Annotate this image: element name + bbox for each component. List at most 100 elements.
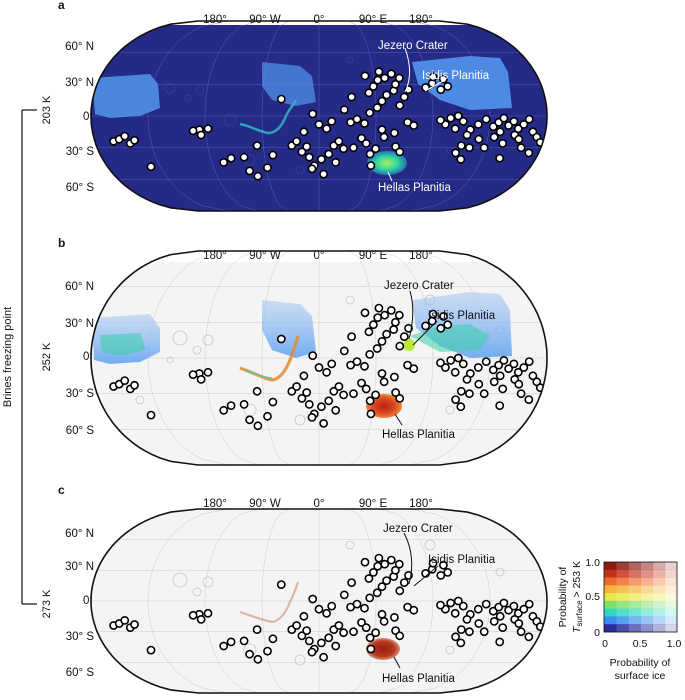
site-marker [319, 418, 328, 428]
site-marker [331, 157, 341, 167]
legend-cell [664, 562, 678, 571]
site-marker [404, 323, 413, 333]
site-marker [372, 103, 382, 112]
site-marker [322, 124, 331, 134]
meridian-line [379, 251, 434, 465]
legend-cell [616, 569, 629, 578]
lat-label-60n-c: 60° N [65, 528, 94, 540]
site-marker [292, 621, 301, 630]
legend-cell [604, 616, 617, 625]
site-marker [360, 557, 370, 567]
site-marker [297, 393, 307, 403]
site-marker [365, 149, 375, 159]
site-marker [436, 358, 445, 368]
lat-label-30s-b: 30° S [66, 388, 95, 400]
site-marker [327, 116, 337, 126]
site-marker [253, 654, 263, 664]
lat-label-60n-b: 60° N [65, 281, 94, 293]
legend-cell [628, 585, 641, 594]
panel-a-outline [90, 20, 548, 212]
site-marker [299, 371, 309, 381]
site-marker [346, 360, 355, 370]
panel-a-jezero-label: Jezero Crater [378, 40, 448, 52]
legend-cell [616, 600, 629, 609]
panel-c-hellas-label: Hellas Planitia [382, 673, 455, 685]
legend-y-tick-0: 0 [594, 627, 600, 639]
site-marker [377, 582, 387, 592]
site-marker [203, 367, 213, 377]
site-marker [253, 171, 263, 181]
site-marker [438, 74, 448, 84]
site-marker [188, 610, 198, 620]
meridian-line [261, 251, 289, 465]
panel-c-jezero-label: Jezero Crater [383, 523, 453, 535]
site-marker [479, 143, 489, 153]
panel-a-valles-marineris [239, 99, 298, 135]
scale-title: Brines freezing point [2, 307, 14, 407]
legend-cell [652, 593, 666, 602]
site-marker [390, 317, 400, 327]
panel-c-annotations: Jezero Crater Isidis Planitia Hellas Pla… [382, 523, 496, 685]
site-marker [462, 374, 472, 384]
site-marker [360, 71, 370, 81]
panel-b-annotations: Jezero Crater Isidis Planitia Hellas Pla… [382, 280, 496, 441]
site-marker [368, 82, 378, 91]
legend-cell [616, 577, 629, 586]
site-marker [519, 604, 529, 614]
legend-cell [652, 608, 666, 617]
legend-cell [604, 593, 617, 602]
legend-x-tick-0: 0 [602, 638, 608, 650]
lon-label-180e: 180° [409, 14, 433, 26]
legend-color-grid [604, 562, 678, 633]
site-marker [451, 148, 460, 158]
legend-y-tick-05: 0.5 [585, 591, 600, 603]
site-marker [327, 359, 337, 369]
legend-cell [616, 593, 629, 602]
site-marker [386, 305, 396, 315]
site-marker [292, 136, 301, 146]
legend-cell [664, 608, 678, 617]
site-marker [146, 162, 156, 172]
site-marker [324, 396, 334, 406]
lon-label-90w-b: 90° W [249, 250, 281, 262]
site-marker [456, 625, 466, 634]
panel-b-outline [90, 250, 548, 466]
legend-cell [640, 608, 653, 617]
site-marker [276, 580, 286, 589]
site-marker [390, 565, 400, 575]
site-marker [473, 120, 483, 129]
legend-cell [616, 608, 629, 617]
site-marker [357, 378, 366, 388]
site-marker [226, 153, 236, 163]
site-marker [389, 325, 399, 334]
site-marker [292, 382, 301, 391]
meridian-line [349, 509, 377, 693]
site-marker [347, 578, 356, 587]
site-marker [494, 360, 504, 370]
site-marker [479, 389, 489, 399]
site-marker [389, 613, 399, 622]
site-marker [377, 96, 387, 106]
meridian-line [409, 509, 491, 693]
isidis-leader-c [413, 565, 439, 587]
site-marker [389, 372, 399, 382]
site-marker [276, 334, 286, 344]
legend-y-title-sub: surface [575, 600, 584, 627]
site-marker [399, 332, 409, 341]
scale-label-203: 203 K [41, 95, 53, 124]
lon-label-90w: 90° W [249, 14, 281, 26]
panel-b-jezero-label: Jezero Crater [384, 280, 454, 292]
panel-a-hellas-basin [367, 151, 407, 175]
site-marker [374, 553, 384, 563]
site-marker [245, 415, 254, 425]
site-marker [365, 396, 375, 406]
legend-cell [628, 569, 641, 578]
panel-a-ice-regions [92, 56, 512, 118]
site-marker [349, 389, 358, 399]
site-marker [368, 568, 378, 577]
site-marker [196, 374, 206, 384]
site-marker [489, 377, 499, 387]
site-marker [360, 119, 369, 128]
legend-y-title-2: Tsurface > 253 K [571, 561, 584, 633]
site-marker [361, 623, 371, 632]
